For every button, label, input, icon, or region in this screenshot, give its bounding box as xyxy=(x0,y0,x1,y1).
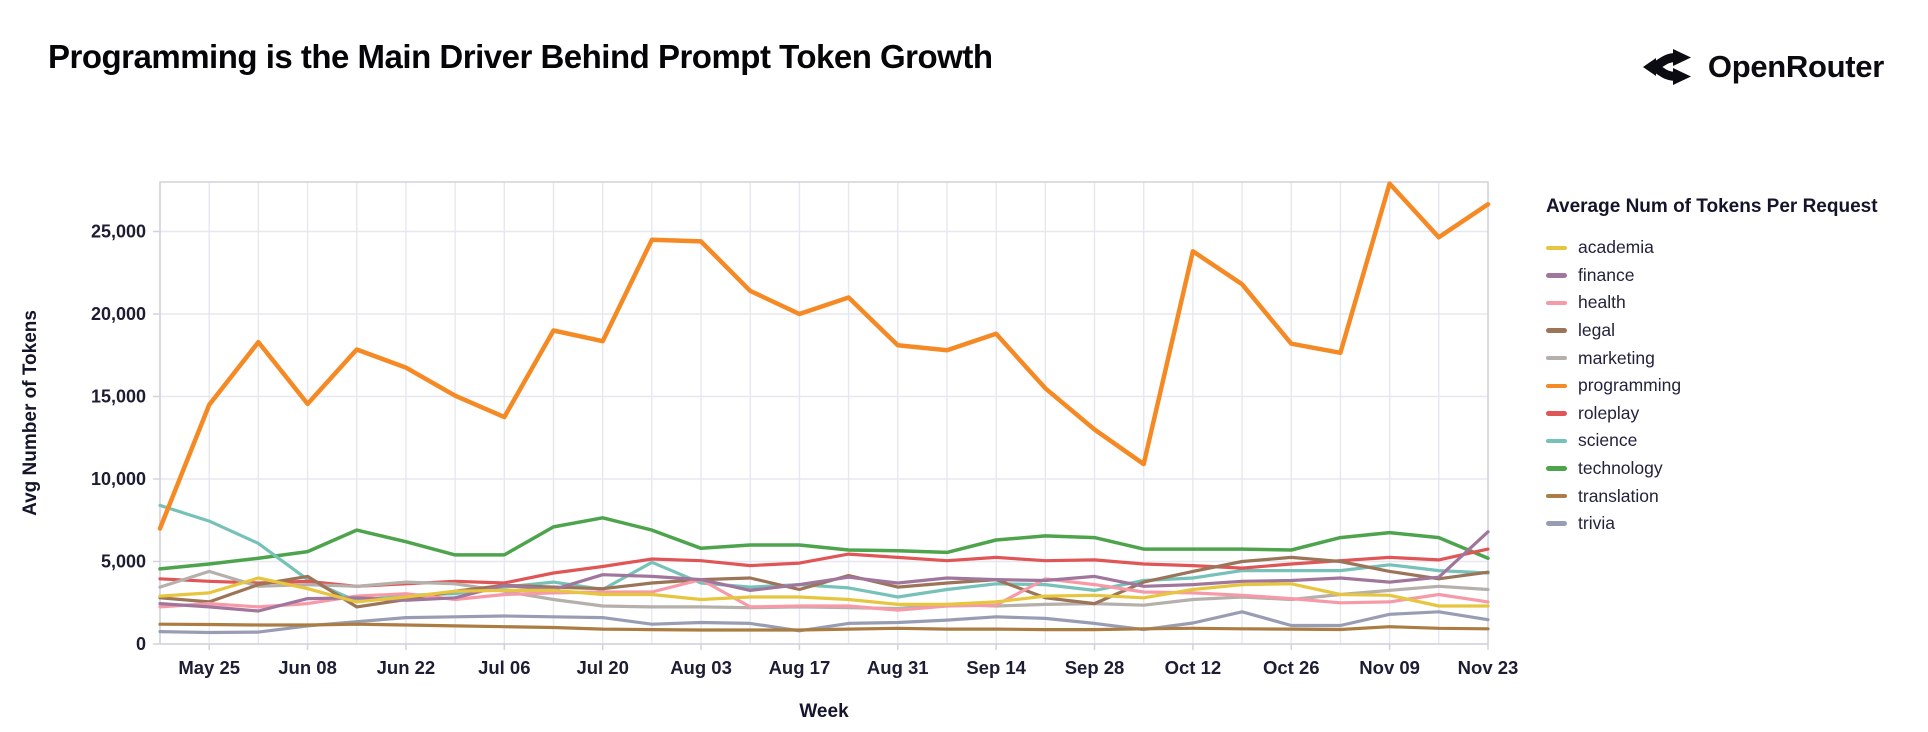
series-line-programming xyxy=(157,181,1491,531)
legend-item-marketing: marketing xyxy=(1546,344,1906,372)
series-line-technology xyxy=(158,516,1490,571)
legend-swatch-legal xyxy=(1546,328,1567,333)
legend-swatch-academia xyxy=(1546,245,1567,251)
y-tick-label: 5,000 xyxy=(101,552,146,572)
y-tick-label: 15,000 xyxy=(91,387,146,407)
legend-label: translation xyxy=(1578,485,1659,506)
x-tick-label: May 25 xyxy=(178,657,240,678)
x-tick-label: Jul 20 xyxy=(576,657,628,678)
x-tick-label: Oct 12 xyxy=(1165,657,1222,678)
y-tick-label: 10,000 xyxy=(91,469,146,489)
x-axis-title: Week xyxy=(799,701,849,722)
legend-item-technology: technology xyxy=(1546,455,1906,483)
legend-item-finance: finance xyxy=(1546,262,1906,290)
legend-label: programming xyxy=(1578,375,1682,396)
y-tick-label: 0 xyxy=(136,634,146,654)
x-tick-label: Nov 23 xyxy=(1458,657,1519,678)
x-tick-label: Jun 08 xyxy=(278,657,337,678)
x-tick-label: Oct 26 xyxy=(1263,657,1320,678)
legend-item-legal: legal xyxy=(1546,317,1906,345)
legend-title: Average Num of Tokens Per Request xyxy=(1546,196,1878,217)
y-tick-label: 25,000 xyxy=(91,222,146,242)
x-tick-label: Aug 03 xyxy=(670,657,732,678)
legend-label: health xyxy=(1578,292,1626,313)
legend-swatch-technology xyxy=(1546,466,1567,471)
legend-label: finance xyxy=(1578,264,1635,285)
series-line-trivia xyxy=(158,610,1490,635)
legend-swatch-marketing xyxy=(1546,355,1567,361)
series-line-health xyxy=(158,577,1490,612)
page-title: Programming is the Main Driver Behind Pr… xyxy=(48,38,993,75)
legend-swatch-science xyxy=(1546,438,1567,444)
legend-swatch-roleplay xyxy=(1546,411,1567,416)
legend-label: science xyxy=(1578,430,1638,451)
y-tick-label: 20,000 xyxy=(91,304,146,324)
legend-label: academia xyxy=(1578,237,1654,258)
x-tick-label: Aug 31 xyxy=(867,657,929,678)
x-tick-label: Sep 14 xyxy=(966,657,1026,678)
legend-item-trivia: trivia xyxy=(1546,510,1906,538)
x-tick-label: Aug 17 xyxy=(769,657,831,678)
legend-label: trivia xyxy=(1578,513,1615,534)
legend-label: roleplay xyxy=(1578,402,1640,423)
legend-items: academia finance health legal marketing progr… xyxy=(1546,234,1906,538)
legend-item-programming: programming xyxy=(1546,372,1906,400)
legend-swatch-trivia xyxy=(1546,521,1567,526)
series-line-translation xyxy=(158,622,1490,632)
openrouter-logo-text: OpenRouter xyxy=(1707,49,1884,84)
legend-swatch-translation xyxy=(1546,493,1567,499)
legend-item-roleplay: roleplay xyxy=(1546,400,1906,428)
series-line-academia xyxy=(158,576,1490,608)
legend-swatch-finance xyxy=(1546,273,1567,278)
openrouter-logo: OpenRouter xyxy=(1642,44,1884,90)
x-tick-label: Jun 22 xyxy=(377,657,436,678)
x-tick-label: Jul 06 xyxy=(478,657,530,678)
legend-item-academia: academia xyxy=(1546,234,1906,262)
legend-swatch-programming xyxy=(1546,383,1567,389)
legend-label: technology xyxy=(1578,458,1663,479)
legend-label: marketing xyxy=(1578,347,1655,368)
legend-item-science: science xyxy=(1546,427,1906,455)
chart-legend: Average Num of Tokens Per Request academ… xyxy=(1546,196,1906,538)
x-tick-label: Nov 09 xyxy=(1359,657,1420,678)
legend-item-health: health xyxy=(1546,289,1906,317)
y-axis-title: Avg Number of Tokens xyxy=(20,310,41,516)
legend-swatch-health xyxy=(1546,300,1567,306)
legend-label: legal xyxy=(1578,320,1615,341)
legend-item-translation: translation xyxy=(1546,482,1906,510)
plot-border xyxy=(159,181,1489,645)
x-tick-label: Sep 28 xyxy=(1065,657,1125,678)
openrouter-fork-arrows-icon xyxy=(1642,49,1691,85)
